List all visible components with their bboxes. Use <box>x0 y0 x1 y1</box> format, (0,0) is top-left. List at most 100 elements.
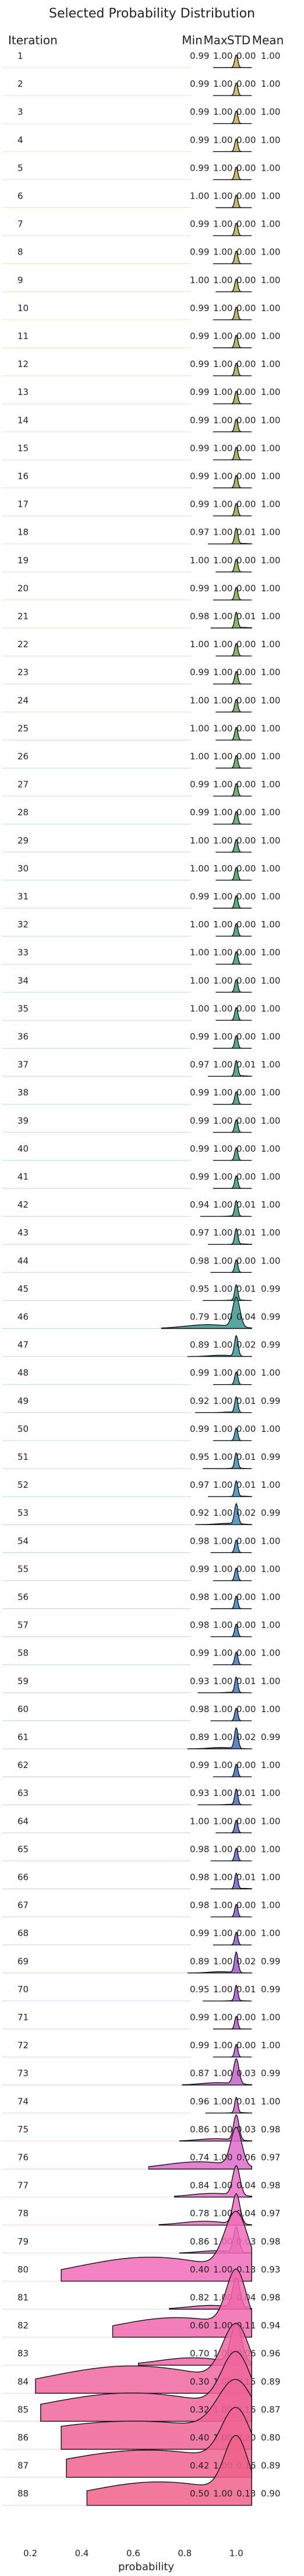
stat-std: 0.00 <box>236 1536 256 1546</box>
stat-max: 1.00 <box>213 1227 232 1238</box>
stat-min: 0.98 <box>190 1620 209 1631</box>
ridge-row: 29 1.00 1.00 0.00 1.00 <box>2 835 280 853</box>
stat-std: 0.00 <box>236 1704 256 1714</box>
stat-max: 1.00 <box>213 583 232 594</box>
density-curve <box>210 1539 252 1553</box>
ridge-row: 66 0.98 1.00 0.01 1.00 <box>2 1872 280 1890</box>
stat-min: 0.99 <box>190 1928 209 1939</box>
stat-std: 0.01 <box>236 2096 256 2106</box>
iteration-label: 52 <box>17 1480 29 1490</box>
ridge-row: 28 0.99 1.00 0.00 1.00 <box>2 807 280 825</box>
stat-std: 0.00 <box>236 247 256 257</box>
stat-max: 1.00 <box>213 975 232 986</box>
stat-max: 1.00 <box>213 1424 232 1434</box>
stat-mean: 0.94 <box>261 2320 280 2331</box>
stat-min: 0.97 <box>190 1060 209 1070</box>
ridge-row: 77 0.84 1.00 0.04 0.98 <box>2 2165 280 2198</box>
iteration-label: 25 <box>17 723 29 733</box>
stat-mean: 1.00 <box>261 51 280 61</box>
stat-min: 0.99 <box>190 891 209 902</box>
density-curve <box>195 1396 252 1413</box>
stat-max: 1.00 <box>213 1088 232 1098</box>
stat-max: 1.00 <box>213 359 232 369</box>
stat-min: 0.86 <box>190 2124 209 2134</box>
stat-std: 0.00 <box>236 667 256 677</box>
density-curve <box>213 223 252 237</box>
density-curve <box>213 1035 252 1049</box>
ridge-row: 5 0.99 1.00 0.00 1.00 <box>2 163 280 181</box>
stat-min: 0.99 <box>190 667 209 677</box>
stat-max: 1.00 <box>213 1732 232 1742</box>
stat-max: 1.00 <box>213 2264 232 2275</box>
ridge-row: 58 0.99 1.00 0.00 1.00 <box>2 1648 280 1665</box>
ridge-row: 13 0.99 1.00 0.00 1.00 <box>2 387 280 404</box>
stat-min: 1.00 <box>190 863 209 874</box>
stat-std: 0.00 <box>236 1592 256 1603</box>
stat-mean: 1.00 <box>261 1564 280 1574</box>
x-tick-label: 0.2 <box>23 2548 37 2559</box>
stat-min: 1.00 <box>190 947 209 958</box>
stat-min: 0.42 <box>190 2461 209 2471</box>
stat-std: 0.00 <box>236 1088 256 1098</box>
stat-std: 0.00 <box>236 583 256 594</box>
stat-std: 0.00 <box>236 107 256 117</box>
ridge-row: 16 0.99 1.00 0.00 1.00 <box>2 471 280 489</box>
stat-min: 1.00 <box>190 723 209 733</box>
stat-max: 1.00 <box>213 835 232 846</box>
chart-title: Selected Probability Distribution <box>49 6 255 21</box>
stat-std: 0.00 <box>236 2012 256 2023</box>
density-curve <box>213 250 252 264</box>
stat-mean: 0.99 <box>261 1508 280 1518</box>
ridge-row: 27 0.99 1.00 0.00 1.00 <box>2 779 280 797</box>
stat-min: 1.00 <box>190 751 209 762</box>
ridge-row: 45 0.95 1.00 0.01 0.99 <box>2 1283 280 1301</box>
stat-mean: 1.00 <box>261 835 280 846</box>
stat-mean: 0.87 <box>261 2404 280 2415</box>
iteration-label: 33 <box>17 947 29 958</box>
density-curve <box>203 1452 252 1469</box>
stat-mean: 1.00 <box>261 1088 280 1098</box>
ridge-row: 12 0.99 1.00 0.00 1.00 <box>2 359 280 376</box>
x-tick-label: 1.0 <box>229 2548 243 2559</box>
ridge-row: 42 0.94 1.00 0.01 1.00 <box>2 1199 280 1217</box>
stat-max: 1.00 <box>213 2068 232 2079</box>
ridge-row: 55 0.99 1.00 0.00 1.00 <box>2 1564 280 1582</box>
stat-min: 1.00 <box>190 1003 209 1014</box>
iteration-label: 11 <box>17 331 29 341</box>
iteration-label: 36 <box>17 1032 29 1042</box>
iteration-label: 45 <box>17 1283 29 1294</box>
iteration-label: 56 <box>17 1592 29 1603</box>
ridge-row: 26 1.00 1.00 0.00 1.00 <box>2 751 280 769</box>
stat-max: 1.00 <box>213 555 232 566</box>
stat-min: 0.99 <box>190 1171 209 1182</box>
stat-min: 0.92 <box>190 1396 209 1406</box>
density-curve <box>213 306 252 320</box>
stat-std: 0.00 <box>236 415 256 425</box>
stat-min: 0.99 <box>190 219 209 230</box>
stat-max: 1.00 <box>213 779 232 790</box>
stat-std: 0.01 <box>236 527 256 538</box>
stat-max: 1.00 <box>213 1900 232 1911</box>
stat-max: 1.00 <box>213 2040 232 2051</box>
stat-mean: 1.00 <box>261 303 280 313</box>
stat-mean: 1.00 <box>261 1788 280 1798</box>
stat-std: 0.00 <box>236 1368 256 1378</box>
iteration-label: 86 <box>17 2433 29 2443</box>
iteration-label: 43 <box>17 1227 29 1238</box>
ridge-row: 35 1.00 1.00 0.00 1.00 <box>2 1003 280 1021</box>
stat-mean: 1.00 <box>261 555 280 566</box>
ridge-row: 46 0.79 1.00 0.04 0.99 <box>2 1296 280 1329</box>
iteration-label: 20 <box>17 583 29 594</box>
ridge-row: 32 1.00 1.00 0.00 1.00 <box>2 919 280 937</box>
stat-max: 1.00 <box>213 1480 232 1490</box>
stat-max: 1.00 <box>213 1003 232 1014</box>
ridge-row: 73 0.87 1.00 0.03 0.99 <box>2 2058 280 2085</box>
density-curve <box>35 2323 252 2394</box>
iteration-label: 49 <box>17 1396 29 1406</box>
iteration-label: 57 <box>17 1620 29 1631</box>
stat-max: 1.00 <box>213 1788 232 1798</box>
iteration-label: 42 <box>17 1199 29 1210</box>
stat-max: 1.00 <box>213 443 232 453</box>
density-curve <box>182 2058 252 2085</box>
stat-min: 0.99 <box>190 443 209 453</box>
